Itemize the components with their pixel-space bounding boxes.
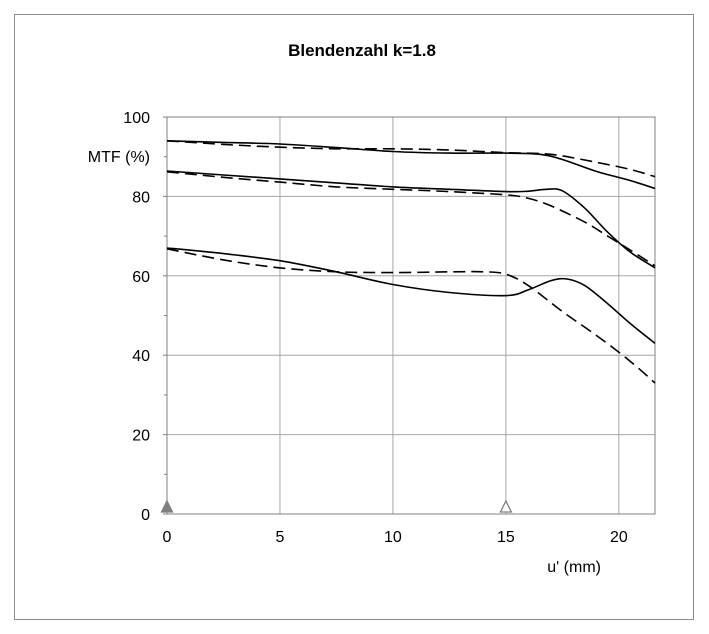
y-tick-label: 60 <box>132 269 150 286</box>
x-tick-label: 10 <box>384 529 402 546</box>
solid-series-line-1 <box>166 140 656 190</box>
dashed-series-line-6 <box>166 248 656 384</box>
y-axis-label: MTF (%) <box>88 149 150 166</box>
x-tick-label: 5 <box>276 529 285 546</box>
dashed-series-line-4 <box>166 171 656 267</box>
y-tick-label: 0 <box>141 507 150 524</box>
y-tick-label: 40 <box>132 348 150 365</box>
solid-series-line-3 <box>166 170 656 269</box>
solid-series-line-5 <box>166 247 656 344</box>
markers-group <box>160 499 513 513</box>
y-tick-label: 20 <box>132 428 150 445</box>
hollow-triangle-marker <box>499 499 513 513</box>
x-tick-label: 20 <box>610 529 628 546</box>
x-axis-ticks: 0 5 10 15 20 <box>163 529 628 546</box>
grid <box>167 117 655 514</box>
dashed-series-line-2 <box>166 140 656 178</box>
y-tick-label: 80 <box>132 189 150 206</box>
x-tick-label: 15 <box>497 529 515 546</box>
series-group <box>166 140 656 384</box>
y-tick-label: 100 <box>123 110 150 127</box>
chart-frame <box>14 14 694 620</box>
x-axis-label: u' (mm) <box>547 559 601 576</box>
filled-triangle-marker <box>160 499 174 513</box>
y-axis-ticks: 0 20 40 60 80 100 <box>123 110 167 524</box>
x-tick-label: 0 <box>163 529 172 546</box>
chart-title: Blendenzahl k=1.8 <box>288 41 436 60</box>
